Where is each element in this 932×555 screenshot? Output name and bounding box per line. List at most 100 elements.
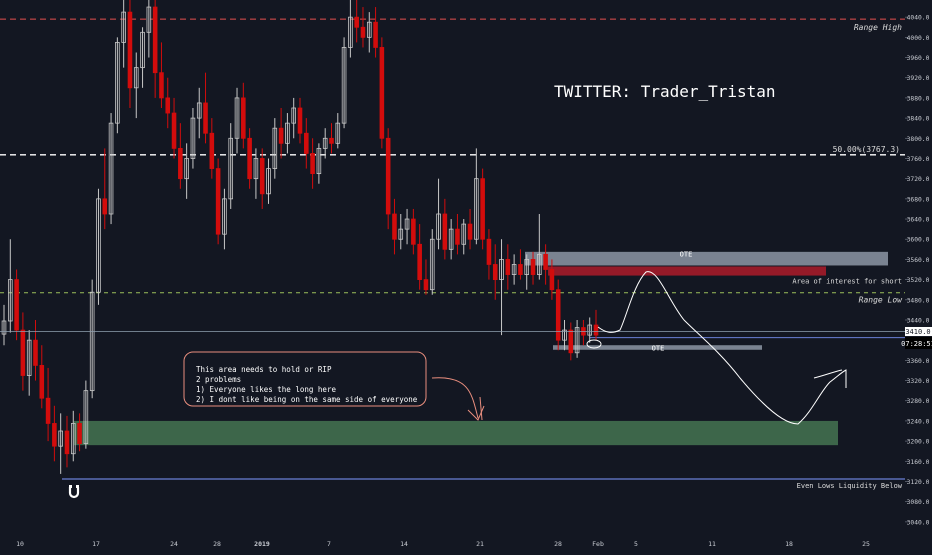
price-tick-label: 3320.0 [907, 378, 930, 385]
price-tick-label: 3920.0 [907, 75, 930, 82]
candle-body [203, 102, 208, 134]
candle [77, 413, 82, 452]
candle [203, 72, 208, 144]
range-low-label: Range Low [859, 296, 904, 305]
candle [310, 138, 315, 189]
price-tick-label: 3200.0 [907, 439, 930, 446]
candle [26, 330, 32, 396]
candle [209, 118, 215, 179]
candle [448, 219, 454, 260]
time-axis[interactable]: 10 17 24 28 2019 7 14 21 28 Feb 5 11 18 25 [16, 540, 870, 548]
candle-body [574, 327, 580, 354]
candle-body [70, 423, 76, 455]
candle [398, 213, 404, 250]
time-tick-label: 2019 [254, 540, 270, 548]
price-tick-label: 3680.0 [907, 196, 930, 203]
price-tick-label: 3720.0 [907, 176, 930, 183]
watermark-text: TWITTER: Trader_Tristan [554, 82, 776, 101]
candle [360, 7, 366, 48]
candle-body [499, 259, 504, 281]
time-tick-label: 7 [327, 540, 331, 548]
candle-body [354, 16, 359, 28]
candle-body [335, 122, 341, 144]
note-arrow-tail [479, 396, 483, 421]
candle-body [234, 97, 240, 139]
time-tick-label: 17 [92, 540, 100, 548]
candle-body [480, 178, 485, 240]
projection-path [597, 271, 847, 425]
candle [537, 213, 542, 280]
candle-body [385, 137, 391, 215]
candle [486, 229, 492, 280]
candle-body [58, 430, 63, 447]
candle-body [64, 430, 70, 455]
candle [178, 123, 183, 189]
price-tick-label: 3120.0 [907, 479, 930, 486]
candle-body [133, 67, 139, 89]
candle [89, 279, 95, 399]
candle [587, 317, 592, 343]
candle [33, 319, 38, 381]
candle-body [455, 228, 460, 245]
candle [304, 118, 309, 169]
candle [39, 345, 45, 409]
candle [429, 229, 435, 295]
candle [20, 312, 26, 391]
candle [366, 12, 372, 53]
candle [455, 213, 460, 255]
candle-body [190, 117, 196, 159]
candle-body [341, 47, 347, 124]
candle-body [178, 147, 183, 180]
candle-body [115, 41, 120, 124]
price-tick-label: 3440.0 [907, 317, 930, 324]
candle-body [530, 259, 536, 275]
candle [8, 239, 13, 333]
candle [341, 37, 347, 129]
candle-body [587, 324, 592, 336]
candle-body [108, 122, 114, 215]
candle [335, 113, 341, 149]
area-of-interest-short-zone [548, 266, 826, 276]
candle-body [247, 137, 252, 180]
candle-body [266, 168, 271, 195]
price-tick-label: 4040.0 [907, 15, 930, 22]
time-tick-label: 21 [476, 540, 484, 548]
candle [417, 224, 422, 290]
candle-body [77, 423, 82, 445]
candle-body [518, 264, 523, 275]
candle [190, 108, 196, 169]
candle-body [215, 168, 221, 235]
candle-body [511, 264, 517, 275]
price-tick-label: 3080.0 [907, 499, 930, 506]
note-box [183, 351, 427, 407]
price-tick-label: 3960.0 [907, 55, 930, 62]
candle-body [404, 218, 410, 230]
price-tick-label: 4000.0 [907, 35, 930, 42]
price-tick-label: 3880.0 [907, 95, 930, 102]
note-callout[interactable]: This area needs to hold or RIP 2 problem… [183, 351, 485, 421]
candle [511, 254, 517, 285]
price-axis[interactable]: 4040.0 4000.0 3960.0 3920.0 3880.0 3840.0 3800… [905, 15, 930, 527]
candle [108, 113, 114, 225]
candle [259, 148, 265, 209]
time-tick-label: 14 [400, 540, 408, 548]
candle [228, 123, 234, 209]
candle [241, 82, 246, 149]
candles-layer [1, 0, 599, 474]
candle [543, 244, 548, 285]
current-price-tag: 3410.0 07:28:51 [901, 327, 932, 349]
candle-body [568, 329, 574, 354]
candle-body [543, 253, 548, 270]
candle [530, 251, 536, 285]
time-tick-label: 10 [16, 540, 24, 548]
candle [70, 410, 76, 462]
fib-50-label: 50.00%(3767.3) [833, 145, 900, 154]
candle [480, 168, 485, 250]
candle-body [127, 11, 133, 89]
price-tick-label: 3640.0 [907, 217, 930, 224]
candle [316, 143, 322, 184]
candle [127, 0, 133, 109]
candle [442, 198, 448, 260]
candle [322, 128, 328, 159]
